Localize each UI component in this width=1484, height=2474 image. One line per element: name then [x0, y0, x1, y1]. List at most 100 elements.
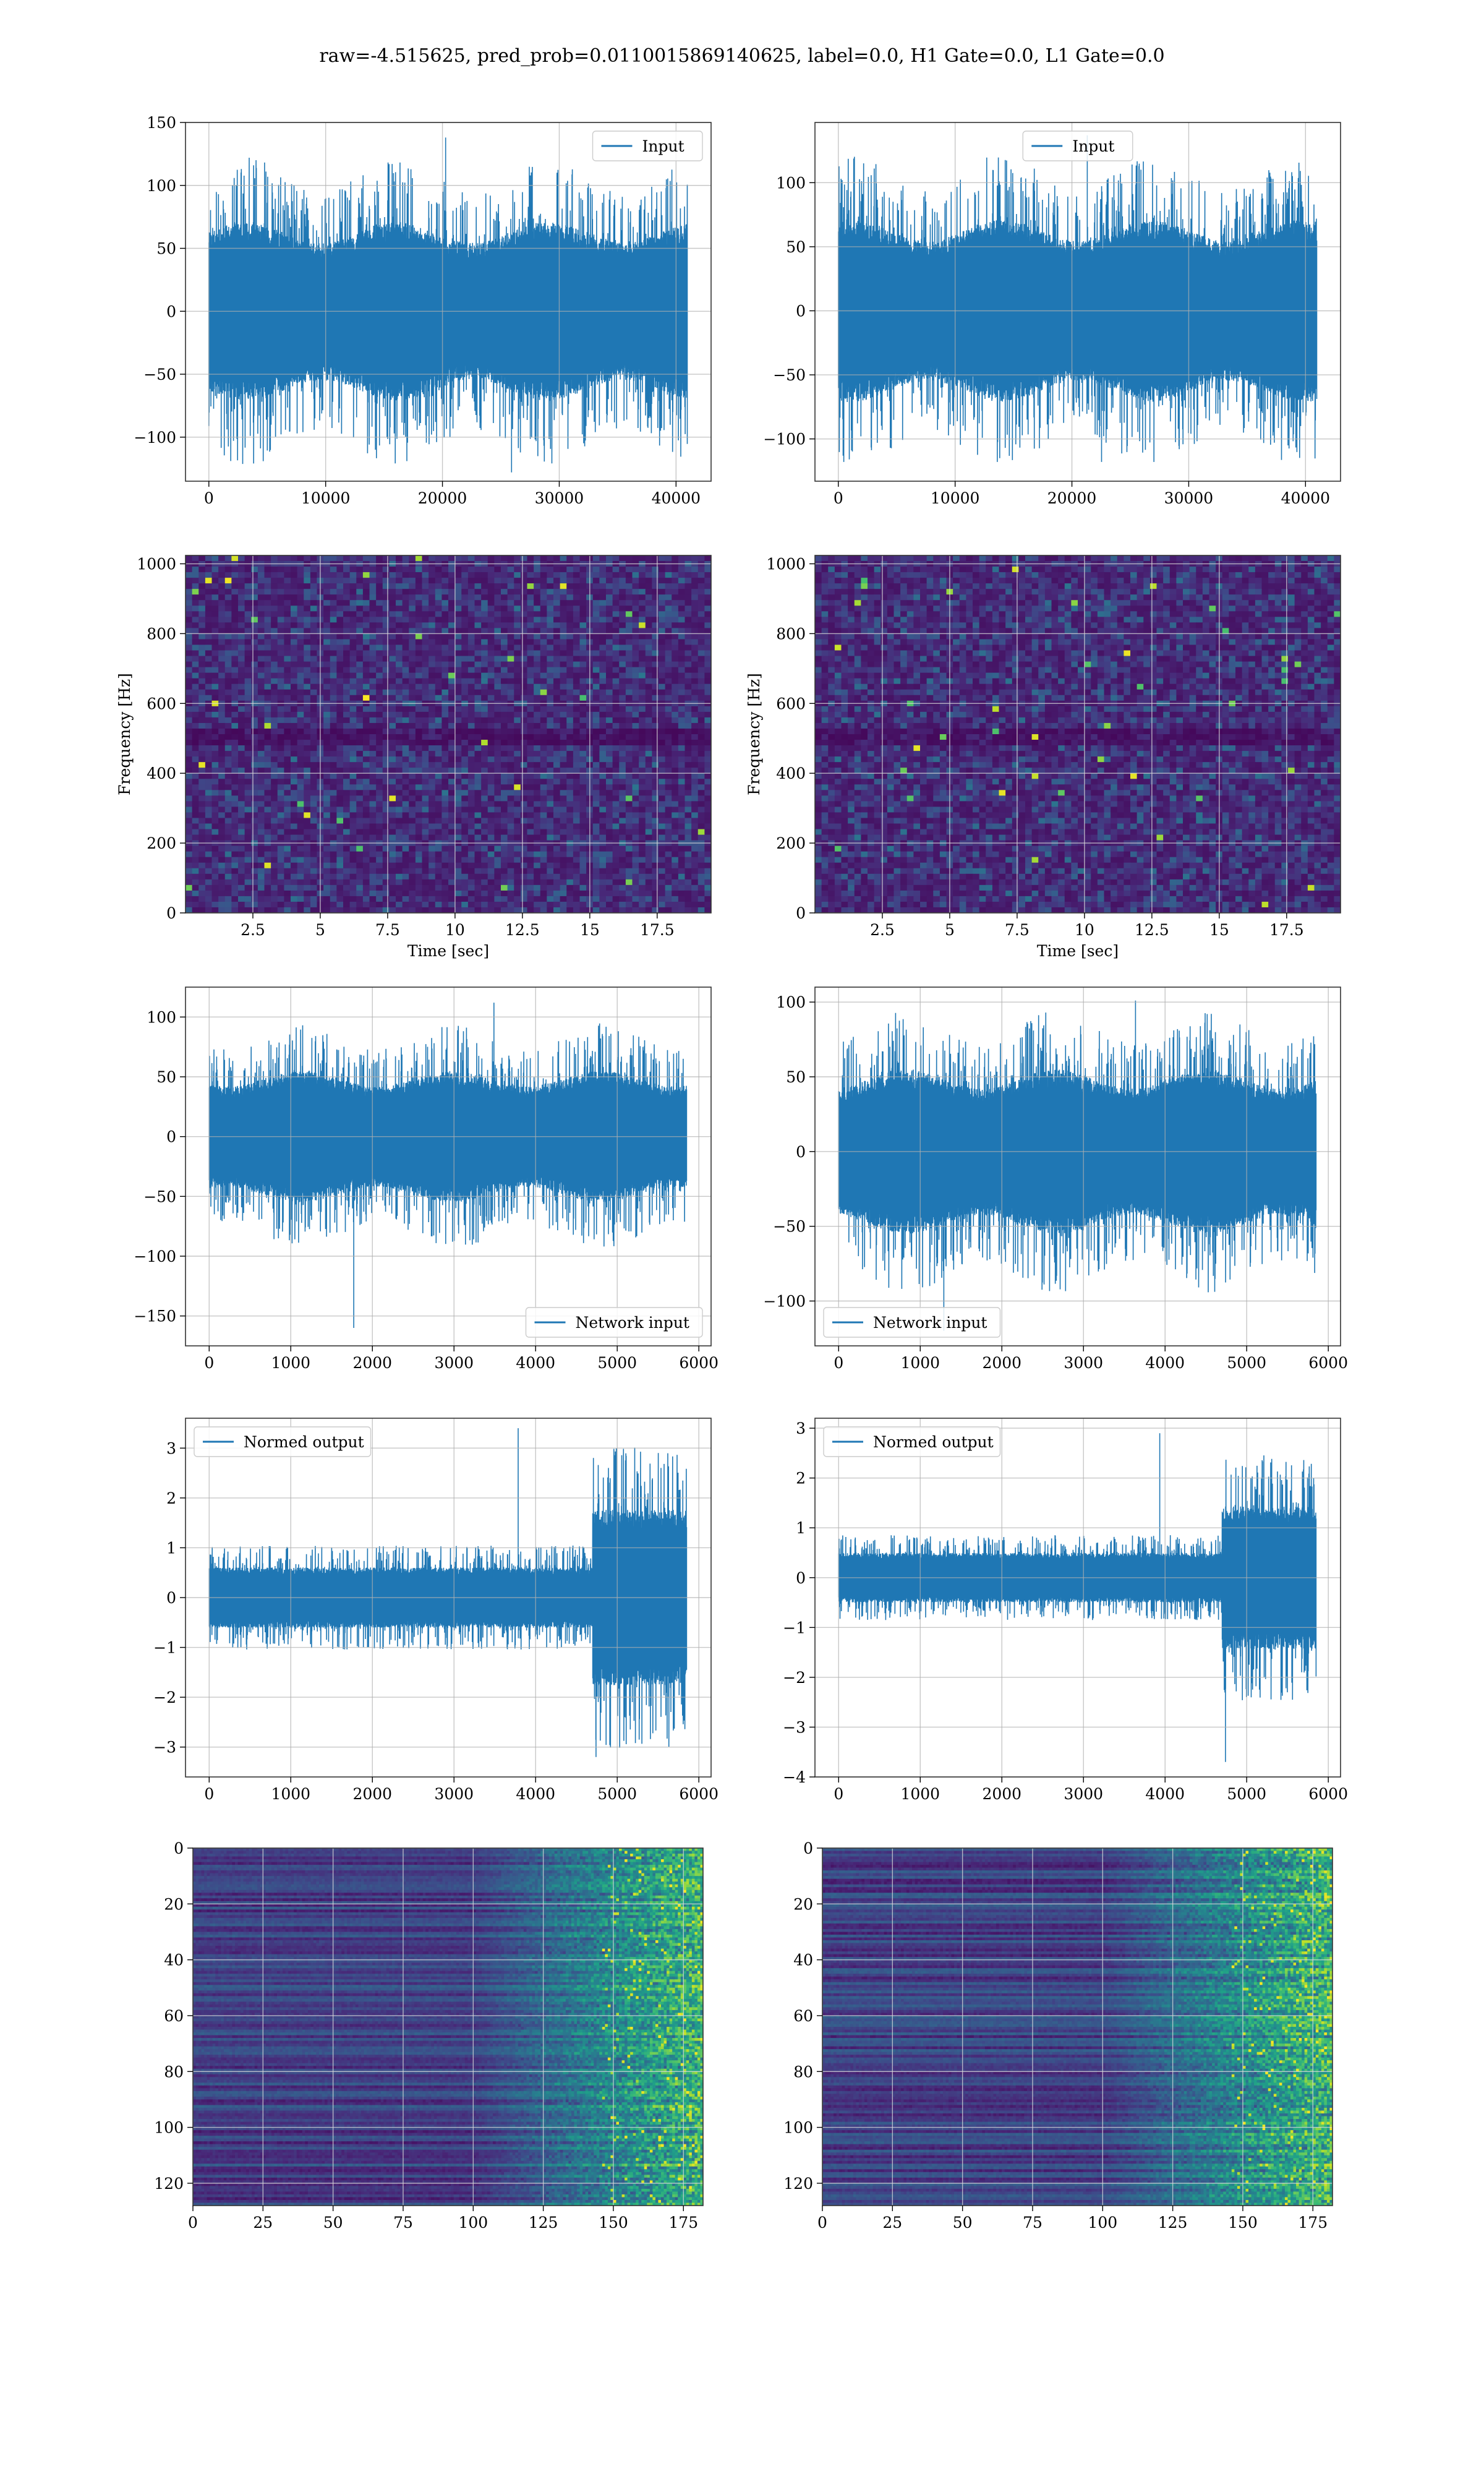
heatmap-cell	[579, 751, 587, 757]
heatmap-cell	[336, 745, 344, 751]
heatmap-cell	[540, 834, 547, 841]
heatmap-cell	[362, 606, 370, 612]
heatmap-cell	[520, 600, 528, 606]
heatmap-cell	[659, 784, 666, 790]
heatmap-cell	[382, 734, 390, 740]
heatmap-cell	[277, 812, 284, 819]
heatmap-cell	[297, 567, 304, 573]
heatmap-cell	[592, 689, 600, 696]
heatmap-cell	[659, 667, 666, 674]
heatmap-cell	[573, 762, 581, 768]
heatmap-cell	[244, 689, 252, 696]
heatmap-cell	[396, 829, 403, 836]
heatmap-cell	[704, 622, 711, 629]
heatmap-cell	[665, 611, 672, 617]
heatmap-cell	[461, 790, 469, 796]
heatmap-cell	[330, 617, 337, 623]
heatmap-cell	[454, 633, 462, 640]
heatmap-cell	[474, 589, 482, 595]
heatmap-cell	[507, 818, 514, 824]
heatmap-cell	[448, 622, 456, 629]
heatmap-cell	[422, 578, 429, 584]
heatmap-cell	[625, 845, 633, 852]
heatmap-cell	[336, 594, 344, 601]
heatmap-cell	[192, 884, 199, 891]
heatmap-cell	[632, 818, 639, 824]
heatmap-cell	[323, 807, 331, 813]
heatmap-cell	[238, 583, 245, 589]
heatmap-cell	[573, 779, 581, 785]
heatmap-cell	[467, 818, 475, 824]
heatmap-cell	[231, 555, 239, 562]
heatmap-cell	[566, 633, 574, 640]
heatmap-cell	[257, 751, 265, 757]
heatmap-cell	[678, 784, 686, 790]
heatmap-cell	[612, 617, 620, 623]
heatmap-cell	[323, 784, 331, 790]
heatmap-cell	[547, 650, 554, 657]
heatmap-cell	[606, 751, 613, 757]
heatmap-cell	[251, 600, 258, 606]
heatmap-cell	[514, 890, 521, 897]
heatmap-cell	[271, 762, 278, 768]
heatmap-cell	[454, 790, 462, 796]
heatmap-cell	[560, 689, 567, 696]
heatmap-cell	[429, 622, 436, 629]
heatmap-cell	[284, 644, 291, 651]
heatmap-cell	[304, 801, 311, 808]
heatmap-cell	[192, 555, 199, 562]
heatmap-cell	[264, 812, 271, 819]
heatmap-cell	[672, 823, 679, 830]
heatmap-cell	[487, 639, 495, 646]
heatmap-cell	[527, 734, 534, 740]
heatmap-cell	[704, 890, 711, 897]
heatmap-cell	[429, 868, 436, 875]
heatmap-cell	[349, 801, 357, 808]
heatmap-cell	[691, 622, 699, 629]
heatmap-cell	[422, 756, 429, 763]
heatmap-cell	[284, 829, 291, 836]
heatmap-cell	[697, 606, 705, 612]
heatmap-cell	[461, 683, 469, 690]
heatmap-cell	[639, 661, 646, 668]
heatmap-cell	[599, 818, 607, 824]
heatmap-cell	[461, 884, 469, 891]
heatmap-cell	[376, 611, 383, 617]
heatmap-cell	[454, 606, 462, 612]
heatmap-cell	[422, 823, 429, 830]
heatmap-cell	[678, 851, 686, 858]
heatmap-cell	[481, 572, 488, 578]
heatmap-cell	[566, 611, 574, 617]
heatmap-cell	[415, 600, 423, 606]
heatmap-cell	[612, 594, 620, 601]
heatmap-cell	[454, 845, 462, 852]
heatmap-cell	[599, 667, 607, 674]
heatmap-cell	[520, 633, 528, 640]
heatmap-cell	[369, 661, 377, 668]
heatmap-cell	[684, 790, 692, 796]
heatmap-cell	[251, 672, 258, 679]
heatmap-cell	[330, 683, 337, 690]
heatmap-cell	[441, 879, 449, 886]
heatmap-cell	[579, 845, 587, 852]
heatmap-cell	[330, 678, 337, 685]
heatmap-cell	[547, 578, 554, 584]
heatmap-cell	[441, 639, 449, 646]
heatmap-cell	[487, 790, 495, 796]
heatmap-cell	[205, 622, 213, 629]
heatmap-cell	[330, 722, 337, 729]
heatmap-cell	[625, 572, 633, 578]
heatmap-cell	[507, 823, 514, 830]
heatmap-cell	[474, 667, 482, 674]
heatmap-cell	[619, 572, 626, 578]
heatmap-cell	[271, 845, 278, 852]
heatmap-cell	[349, 868, 357, 875]
heatmap-cell	[396, 890, 403, 897]
heatmap-cell	[527, 890, 534, 897]
heatmap-cell	[659, 768, 666, 774]
heatmap-cell	[343, 862, 351, 869]
heatmap-cell	[429, 762, 436, 768]
heatmap-cell	[435, 795, 442, 802]
heatmap-cell	[304, 795, 311, 802]
heatmap-cell	[639, 768, 646, 774]
